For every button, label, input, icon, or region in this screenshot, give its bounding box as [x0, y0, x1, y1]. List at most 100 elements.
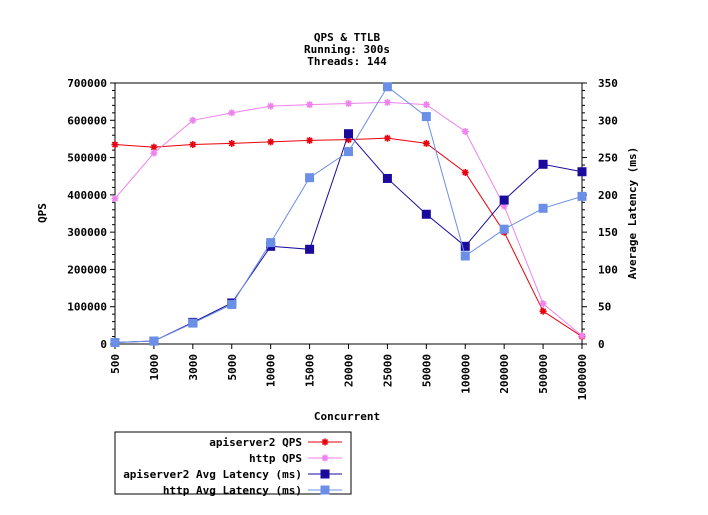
series-1	[111, 134, 586, 341]
data-point	[578, 332, 586, 340]
plot-area	[114, 82, 583, 345]
data-point	[111, 195, 119, 203]
y-tick-label: 200000	[67, 263, 107, 276]
data-point	[306, 136, 314, 144]
y-tick-label: 100000	[67, 301, 107, 314]
y-tick-label: 0	[100, 338, 107, 351]
x-tick-label: 20000	[343, 354, 356, 387]
legend-swatch-marker	[320, 485, 330, 495]
legend-swatch-marker	[321, 438, 329, 446]
data-point	[383, 98, 391, 106]
data-point	[539, 300, 547, 308]
y-tick-label: 500000	[67, 152, 107, 165]
y2-tick-label: 0	[598, 338, 605, 351]
y-tick-label: 700000	[67, 77, 107, 90]
y2-axis-title: Average Latency (ms)	[626, 147, 639, 279]
data-point	[577, 191, 587, 201]
data-point	[189, 116, 197, 124]
data-point	[305, 173, 315, 183]
y2-tick-label: 250	[598, 152, 618, 165]
x-tick-label: 50000	[420, 354, 433, 387]
data-point	[267, 102, 275, 110]
right-axis: 0 50 100 150 200 250 300 350	[582, 77, 618, 351]
y2-tick-label: 50	[598, 301, 611, 314]
y2-tick-label: 100	[598, 263, 618, 276]
y2-tick-label: 350	[598, 77, 618, 90]
data-point	[421, 209, 431, 219]
data-point	[539, 307, 547, 315]
data-point	[189, 141, 197, 149]
data-point	[344, 129, 353, 139]
data-point	[421, 112, 431, 122]
data-point	[382, 82, 392, 92]
x-tick-label: 15000	[304, 354, 317, 387]
legend-label: http QPS	[249, 452, 302, 465]
legend-swatch-marker	[320, 469, 330, 479]
x-tick-label: 1000000	[576, 354, 589, 400]
data-point	[461, 168, 469, 176]
series-line	[114, 85, 583, 344]
data-point	[150, 143, 158, 151]
series-3	[110, 129, 587, 348]
data-point	[150, 149, 158, 157]
series-2	[111, 98, 586, 340]
legend-label: apiserver2 Avg Latency (ms)	[123, 468, 302, 481]
series-line	[114, 132, 583, 344]
y-tick-label: 600000	[67, 114, 107, 127]
data-point	[460, 241, 470, 251]
data-point	[267, 138, 275, 146]
y2-tick-label: 300	[598, 114, 618, 127]
y-axis-title: QPS	[36, 203, 49, 223]
series-line	[114, 137, 583, 337]
data-point	[538, 203, 548, 213]
data-point	[266, 238, 276, 248]
title-line: Threads: 144	[307, 55, 387, 68]
x-axis-title: Concurrent	[314, 410, 380, 423]
data-point	[228, 109, 236, 117]
x-tick-label: 500	[109, 354, 122, 374]
x-axis: 500 1000 3000 5000 10000 15000 20000 25000 50000…	[109, 344, 589, 400]
series-lines	[110, 82, 587, 348]
y-tick-label: 300000	[67, 226, 107, 239]
data-point	[227, 299, 237, 309]
data-point	[461, 127, 469, 135]
x-tick-label: 5000	[226, 354, 239, 381]
data-point	[305, 244, 315, 254]
data-point	[344, 147, 353, 157]
data-point	[382, 173, 392, 183]
y2-tick-label: 150	[598, 226, 618, 239]
data-point	[149, 336, 159, 346]
x-tick-label: 500000	[537, 354, 550, 394]
y2-tick-label: 200	[598, 189, 618, 202]
title-line: QPS & TTLB	[314, 31, 381, 44]
data-point	[499, 224, 509, 234]
data-point	[538, 159, 548, 169]
data-point	[188, 318, 198, 328]
data-point	[306, 101, 314, 109]
data-point	[345, 100, 352, 108]
title-line: Running: 300s	[304, 43, 390, 56]
x-tick-label: 200000	[498, 354, 511, 394]
data-point	[422, 101, 430, 109]
data-point	[110, 338, 120, 348]
legend-label: http Avg Latency (ms)	[163, 484, 302, 497]
series-4	[110, 82, 587, 348]
data-point	[383, 134, 391, 142]
x-tick-label: 3000	[187, 354, 200, 381]
data-point	[111, 141, 119, 149]
plot-border	[114, 82, 583, 345]
x-tick-label: 25000	[381, 354, 394, 387]
data-point	[422, 139, 430, 147]
x-tick-label: 100000	[459, 354, 472, 394]
legend-label: apiserver2 QPS	[209, 436, 302, 449]
y-tick-label: 400000	[67, 189, 107, 202]
x-tick-label: 1000	[148, 354, 161, 381]
data-point	[460, 251, 470, 261]
legend: apiserver2 QPS http QPS apiserver2 Avg Lat…	[114, 431, 352, 497]
legend-swatch-marker	[321, 454, 329, 462]
x-tick-label: 10000	[265, 354, 278, 387]
data-point	[577, 167, 587, 177]
data-point	[228, 139, 236, 147]
